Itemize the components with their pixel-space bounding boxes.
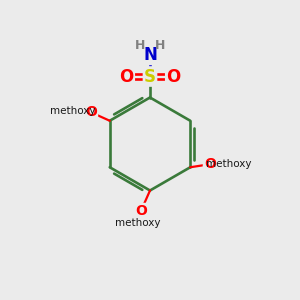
- Text: O: O: [135, 204, 147, 218]
- Text: O: O: [85, 105, 97, 119]
- Text: methoxy: methoxy: [206, 159, 251, 169]
- Text: O: O: [119, 68, 134, 85]
- Text: H: H: [154, 39, 165, 52]
- Text: O: O: [204, 157, 216, 171]
- Text: S: S: [144, 68, 156, 85]
- Text: methoxy: methoxy: [115, 218, 161, 229]
- Text: N: N: [143, 46, 157, 64]
- Text: H: H: [135, 39, 146, 52]
- Text: O: O: [166, 68, 181, 85]
- Text: methoxy: methoxy: [50, 106, 95, 116]
